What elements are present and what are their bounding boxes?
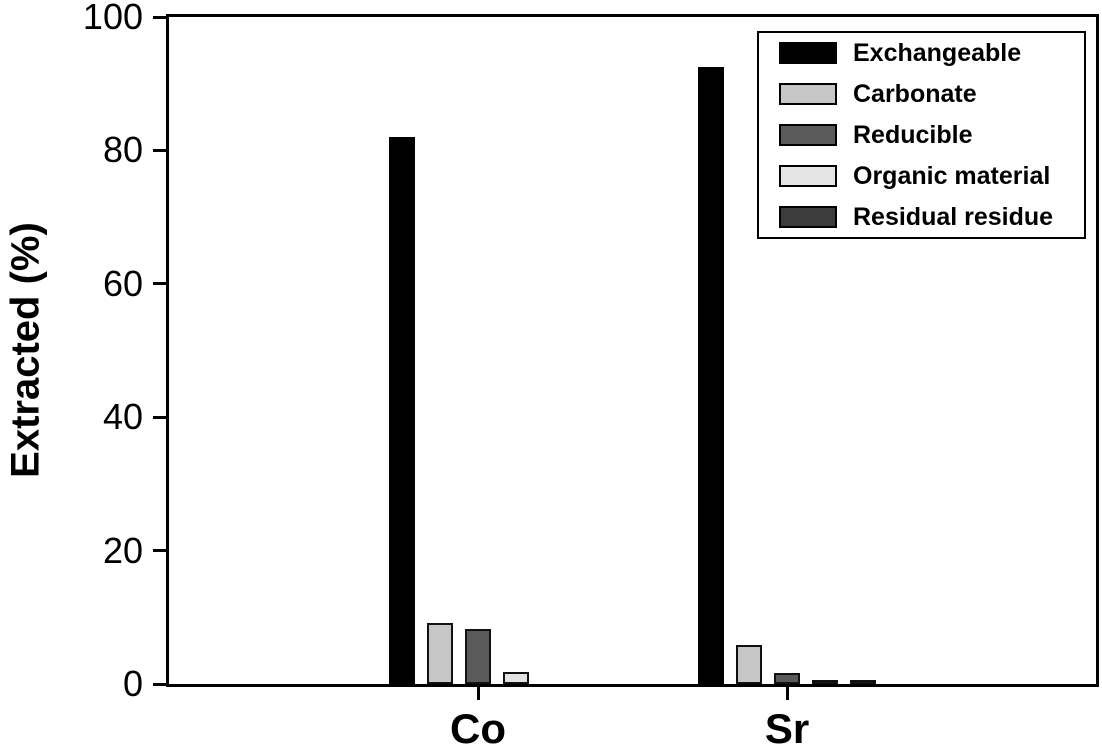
legend-label: Residual residue — [853, 202, 1054, 231]
x-tick-Co — [476, 687, 480, 700]
bar-Sr-reducible — [774, 672, 800, 684]
legend-entry-carbonate: Carbonate — [779, 80, 1084, 109]
x-category-label-Co: Co — [450, 705, 506, 752]
bar-Sr-organic-material — [812, 680, 838, 684]
y-tick-label-0: 0 — [122, 663, 143, 704]
legend-swatch-icon — [779, 42, 837, 64]
legend-entry-exchangeable: Exchangeable — [779, 39, 1084, 68]
y-tick-label-60: 60 — [102, 262, 143, 304]
legend-swatch-icon — [779, 165, 837, 187]
y-tick-60 — [153, 282, 166, 286]
legend-entry-organic-material: Organic material — [779, 162, 1084, 191]
legend-swatch-icon — [779, 83, 837, 105]
y-tick-label-40: 40 — [102, 396, 143, 438]
bar-Co-reducible — [465, 629, 491, 684]
y-tick-0 — [153, 682, 166, 686]
y-tick-label-100: 100 — [82, 0, 143, 37]
y-tick-40 — [153, 415, 166, 419]
legend-entry-residual-residue: Residual residue — [779, 203, 1084, 232]
y-tick-label-80: 80 — [102, 129, 143, 171]
bar-Co-organic-material — [503, 672, 529, 684]
legend-box: Exchangeable Carbonate Reducible Organic ma… — [757, 31, 1086, 239]
y-axis-title: Extracted (%) — [3, 222, 48, 478]
bar-Sr-carbonate — [736, 645, 762, 684]
bar-Co-exchangeable — [389, 137, 415, 684]
y-tick-20 — [153, 549, 166, 553]
bar-Co-carbonate — [427, 622, 453, 684]
legend-entry-reducible: Reducible — [779, 121, 1084, 150]
y-tick-80 — [153, 148, 166, 152]
legend-label: Reducible — [853, 120, 973, 149]
legend-label: Exchangeable — [853, 38, 1022, 67]
legend-label: Carbonate — [853, 79, 977, 108]
plot-area — [169, 17, 1096, 684]
y-tick-label-20: 20 — [102, 529, 143, 571]
x-category-label-Sr: Sr — [764, 705, 810, 752]
legend-swatch-icon — [779, 206, 837, 228]
legend-label: Organic material — [853, 161, 1051, 190]
x-tick-Sr — [785, 687, 789, 700]
bar-Sr-exchangeable — [698, 67, 724, 684]
y-tick-100 — [153, 15, 166, 19]
legend-swatch-icon — [779, 124, 837, 146]
bar-Sr-residual-residue — [850, 680, 876, 684]
